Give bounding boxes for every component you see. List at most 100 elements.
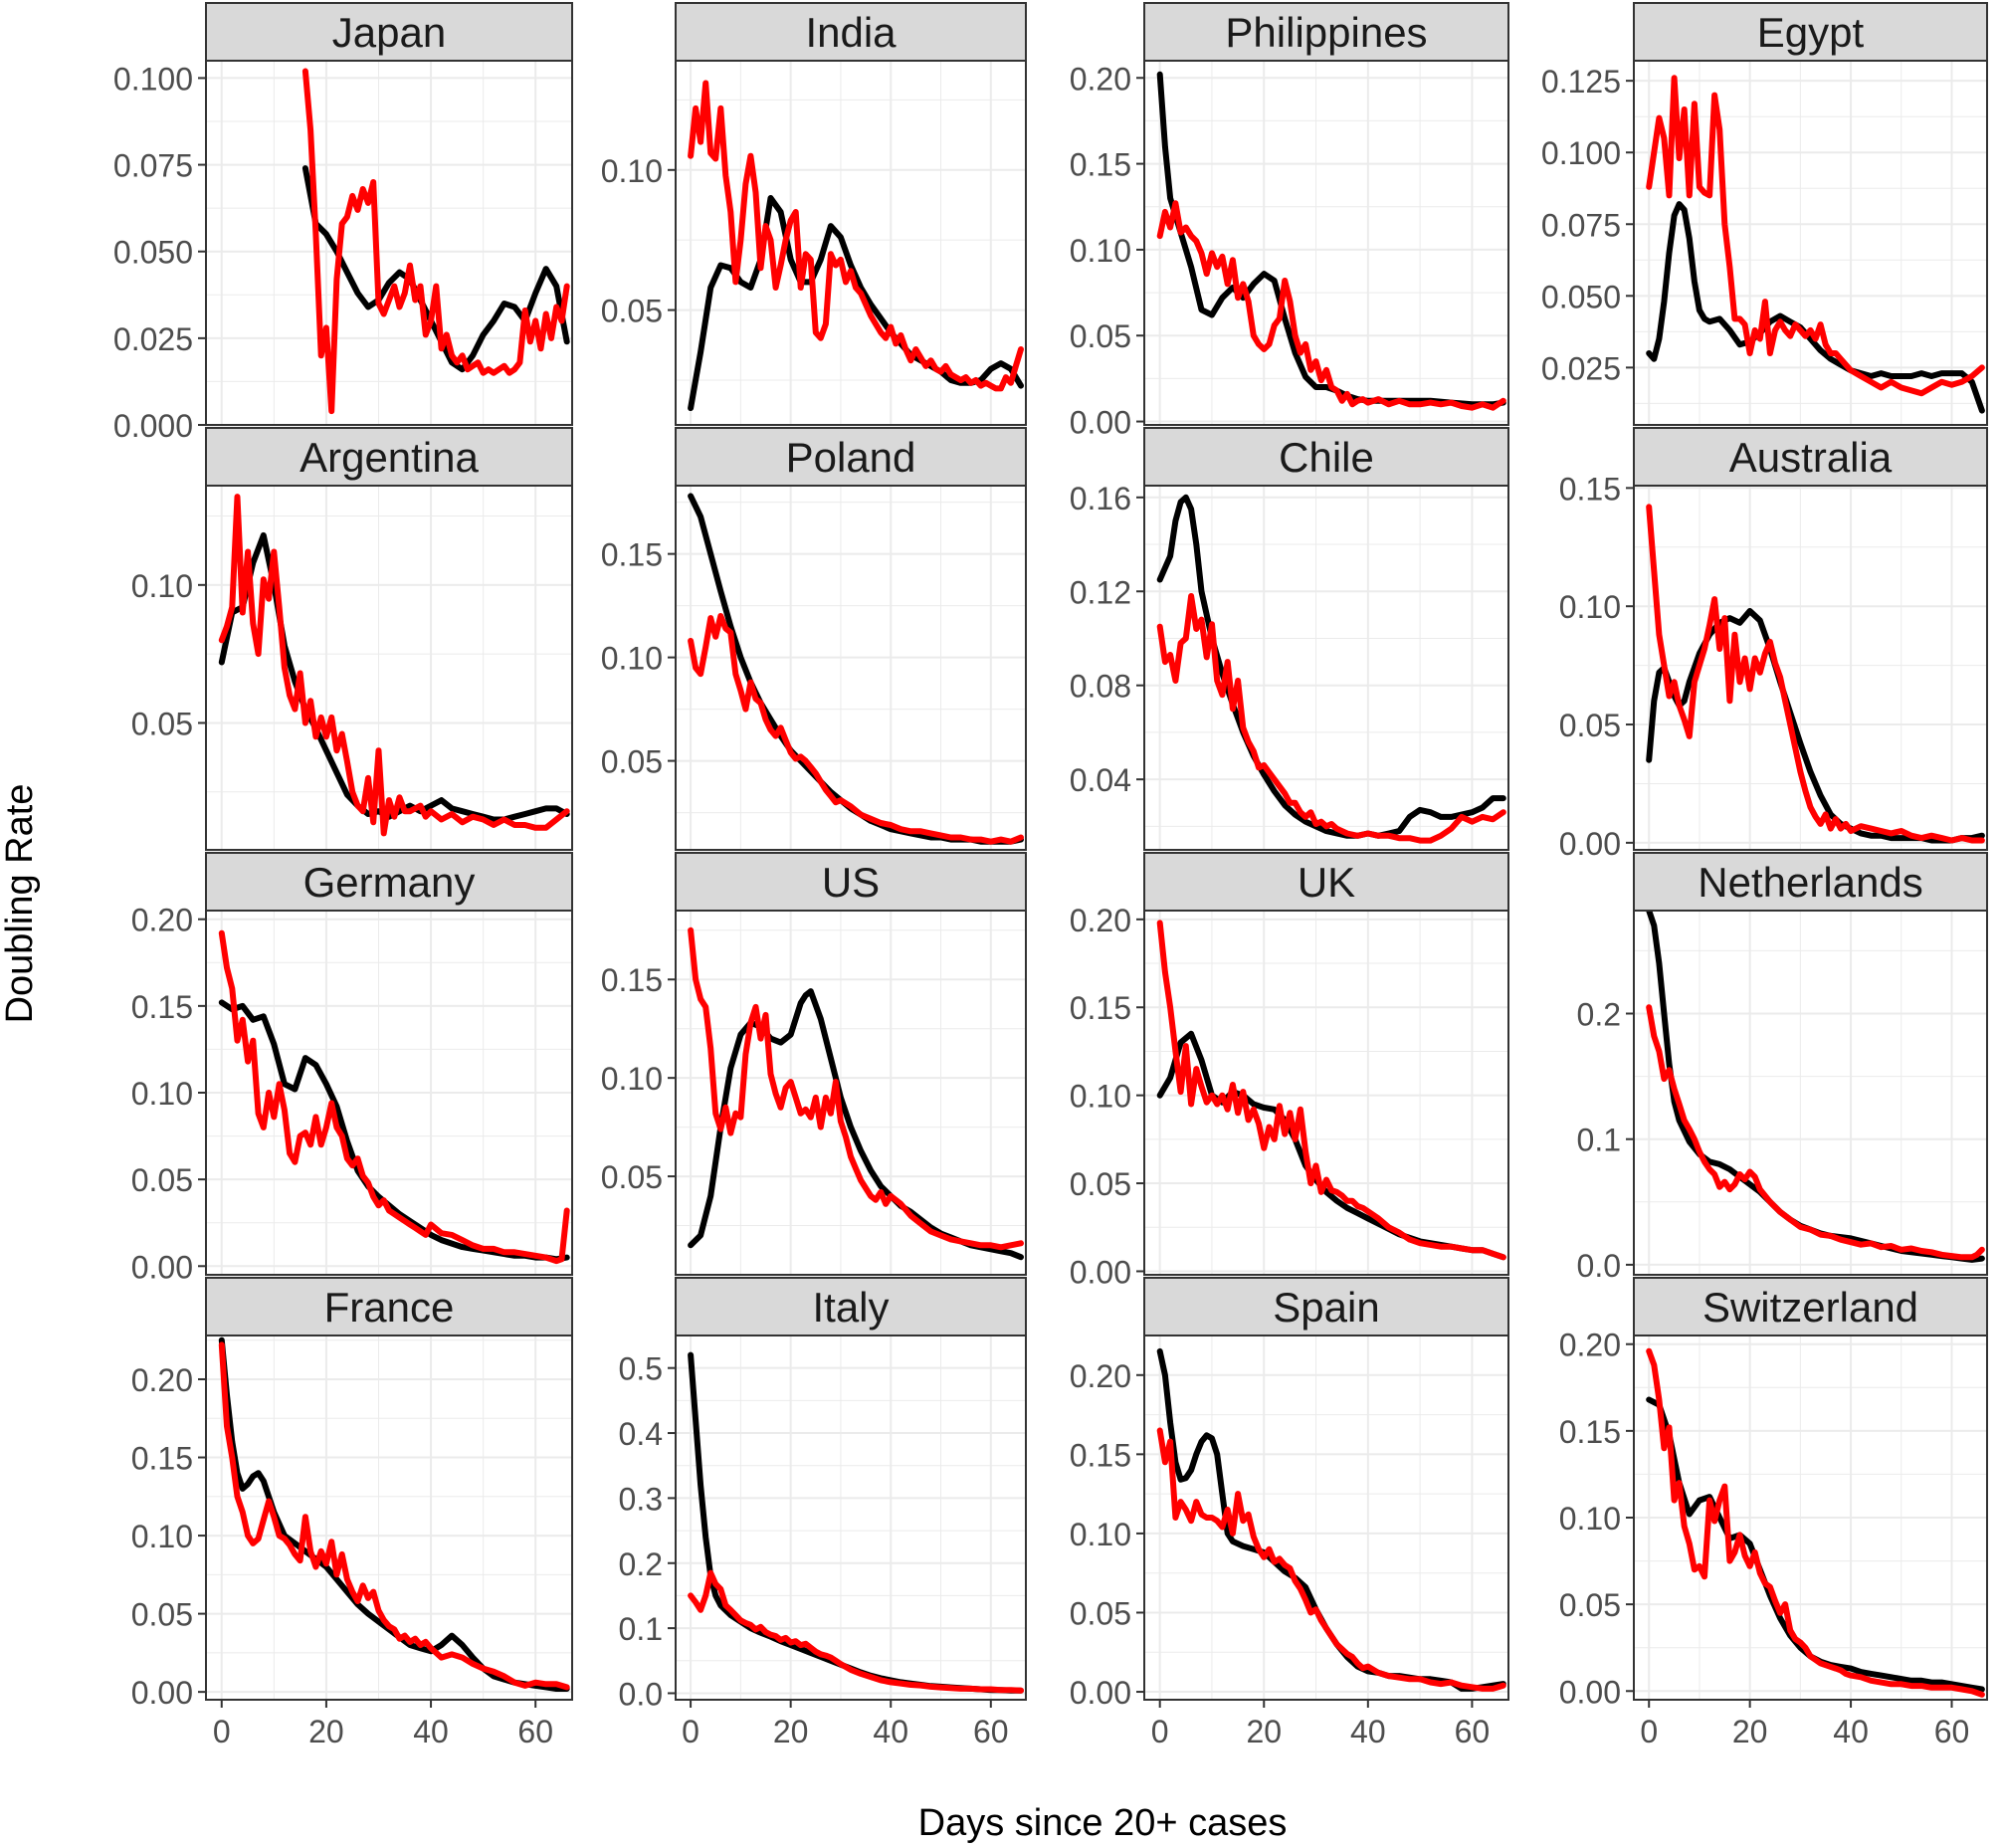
y-tick-label: 0.05 — [1070, 1166, 1131, 1202]
panel-us: US 0.05 0.10 0.15 — [601, 852, 1027, 1276]
y-tick-label: 0.05 — [1070, 318, 1131, 354]
y-tick-label: 0.050 — [113, 235, 193, 271]
panel-australia: Australia 0.00 0.05 0.10 0.15 — [1559, 427, 1988, 862]
panel-border — [675, 910, 1027, 1276]
x-axis-title: Days since 20+ cases — [918, 1802, 1288, 1844]
plot-area — [206, 1335, 572, 1700]
series-line-red — [1156, 1427, 1506, 1692]
panel-border — [675, 485, 1027, 851]
panel-spain: Spain 0.00 0.05 0.10 0.15 0.20 0 20 40 60 — [1070, 1277, 1509, 1749]
y-tick-label: 0.5 — [619, 1351, 663, 1387]
panel-egypt: Egypt 0.025 0.050 0.075 0.100 0.125 — [1541, 2, 1988, 426]
facet-title: Netherlands — [1698, 859, 1922, 906]
plot-area — [1144, 1335, 1508, 1700]
series-line-red — [1646, 504, 1985, 844]
series-line-red — [1156, 920, 1506, 1261]
y-tick-label: 0.05 — [1559, 708, 1621, 743]
facet-title: Poland — [786, 434, 916, 481]
series-line-black — [1646, 201, 1985, 414]
plot-area — [1634, 486, 1987, 850]
y-tick-label: 0.10 — [1559, 1501, 1621, 1537]
panel-border — [1143, 910, 1509, 1276]
panel-border — [675, 1335, 1027, 1701]
facet-strip — [205, 1277, 573, 1336]
x-tick-label: 60 — [517, 1714, 553, 1749]
y-tick-label: 0.05 — [1559, 1587, 1621, 1623]
panel-border — [1633, 910, 1988, 1276]
y-tick-label: 0.20 — [1559, 1328, 1621, 1363]
y-tick-label: 0.025 — [1541, 350, 1621, 386]
y-tick-label: 0.10 — [1559, 589, 1621, 625]
panel-border — [675, 60, 1027, 426]
series-line-red — [688, 926, 1024, 1251]
x-tick-label: 20 — [773, 1714, 809, 1749]
plot-area — [1634, 911, 1987, 1275]
series-group — [1156, 920, 1506, 1261]
facet-title: France — [324, 1284, 455, 1331]
y-tick-label: 0.100 — [1541, 135, 1621, 171]
series-group — [688, 493, 1024, 845]
series-group — [1156, 1347, 1506, 1692]
y-tick-label: 0.00 — [131, 1249, 193, 1285]
series-group — [1646, 911, 1985, 1263]
series-group — [1646, 1347, 1985, 1698]
y-tick-label: 0.15 — [1070, 1437, 1131, 1473]
y-tick-label: 0.00 — [1070, 1254, 1131, 1290]
y-tick-label: 0.2 — [619, 1546, 663, 1582]
y-tick-label: 0.15 — [1559, 471, 1621, 507]
panel-germany: Germany 0.00 0.05 0.10 0.15 0.20 — [131, 852, 573, 1285]
y-tick-label: 0.3 — [619, 1481, 663, 1517]
facet-strip — [1143, 427, 1509, 487]
plot-area — [676, 1335, 1026, 1700]
facet-title: US — [822, 859, 880, 906]
facet-strip — [1143, 852, 1509, 912]
plot-area — [1144, 486, 1508, 850]
panel-chile: Chile 0.04 0.08 0.12 0.16 — [1070, 427, 1509, 851]
facet-strip — [675, 2, 1027, 62]
series-line-black — [218, 1336, 570, 1692]
y-tick-label: 0.15 — [601, 537, 663, 573]
panel-border — [205, 1335, 573, 1701]
y-tick-label: 0.00 — [1559, 826, 1621, 862]
y-tick-label: 0.1 — [619, 1611, 663, 1647]
panel-japan: Japan 0.000 0.025 0.050 0.075 0.100 — [113, 2, 573, 444]
series-line-red — [688, 1569, 1024, 1694]
series-group — [1156, 71, 1506, 411]
facet-title: India — [805, 9, 897, 56]
series-group — [218, 929, 570, 1265]
series-line-red — [1156, 200, 1506, 411]
y-tick-label: 0.20 — [131, 1362, 193, 1398]
series-group — [688, 1351, 1024, 1694]
series-line-red — [688, 613, 1024, 845]
plot-area — [1144, 61, 1508, 425]
panel-border — [1143, 485, 1509, 851]
series-line-red — [301, 68, 570, 415]
y-tick-label: 0.10 — [601, 641, 663, 677]
y-tick-label: 0.16 — [1070, 481, 1131, 516]
y-tick-label: 0.15 — [1070, 990, 1131, 1026]
series-line-red — [1646, 1004, 1985, 1261]
panel-poland: Poland 0.05 0.10 0.15 — [601, 427, 1027, 851]
panel-philippines: Philippines 0.00 0.05 0.10 0.15 0.20 — [1070, 2, 1509, 441]
facet-strip — [675, 852, 1027, 912]
panel-border — [1633, 60, 1988, 426]
x-tick-label: 40 — [1833, 1714, 1869, 1749]
x-tick-label: 0 — [682, 1714, 700, 1749]
facet-title: Germany — [303, 859, 476, 906]
y-tick-label: 0.075 — [1541, 207, 1621, 243]
facet-strip — [1633, 427, 1988, 487]
y-tick-label: 0.15 — [1559, 1414, 1621, 1450]
y-axis-title: Doubling Rate — [0, 784, 41, 1024]
y-tick-label: 0.05 — [131, 706, 193, 741]
series-line-black — [688, 195, 1024, 412]
y-tick-label: 0.12 — [1070, 574, 1131, 610]
y-tick-label: 0.20 — [1070, 1358, 1131, 1394]
y-tick-label: 0.000 — [113, 408, 193, 444]
y-tick-label: 0.20 — [1070, 61, 1131, 97]
x-tick-label: 60 — [1934, 1714, 1970, 1749]
plot-area — [676, 61, 1026, 425]
series-line-red — [1156, 593, 1506, 844]
y-tick-label: 0.025 — [113, 321, 193, 357]
panel-border — [205, 60, 573, 426]
facet-title: Philippines — [1225, 9, 1427, 56]
